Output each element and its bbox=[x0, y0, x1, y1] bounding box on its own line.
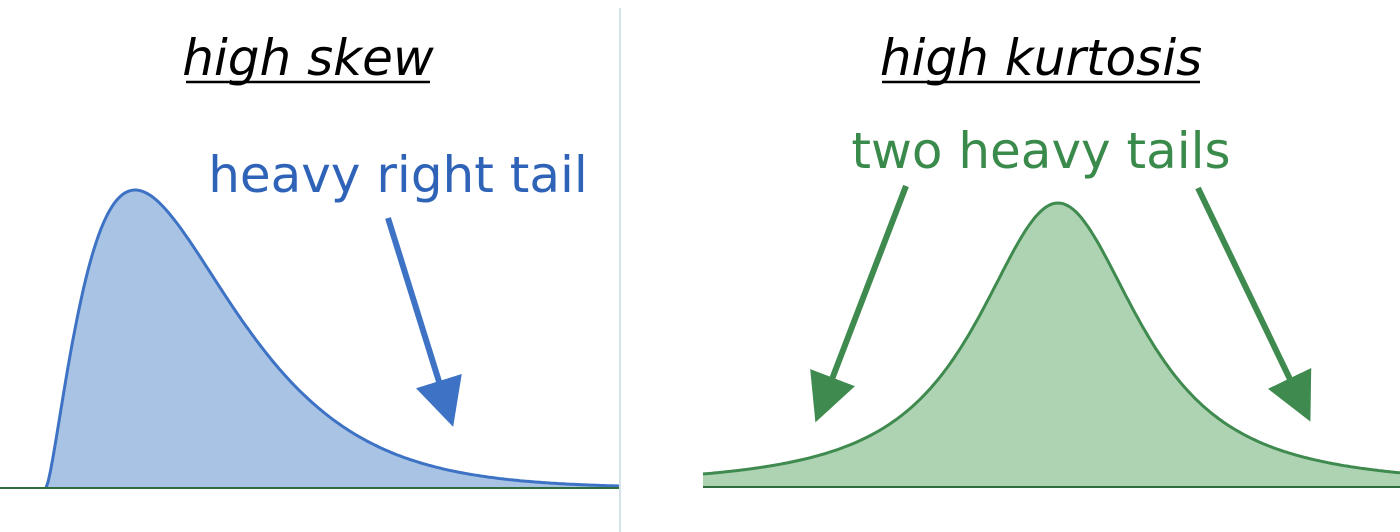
right-panel-title: high kurtosis bbox=[880, 29, 1202, 87]
kurtotic-distribution-fill bbox=[703, 203, 1400, 487]
left-panel-high-skew: high skew heavy right tail bbox=[0, 29, 620, 489]
kurtotic-distribution-curve bbox=[702, 201, 1400, 476]
right-tail-arrow bbox=[1195, 186, 1312, 422]
skewed-distribution-curve bbox=[44, 188, 620, 489]
two-heavy-tails-label: two heavy tails bbox=[851, 122, 1230, 180]
heavy-right-tail-label: heavy right tail bbox=[208, 146, 588, 204]
right-tail-arrow bbox=[385, 217, 462, 427]
skewed-distribution-fill bbox=[46, 190, 619, 488]
left-tail-arrow bbox=[810, 184, 909, 423]
right-panel-high-kurtosis: high kurtosis two heavy tails bbox=[702, 29, 1400, 488]
left-panel-title: high skew bbox=[182, 29, 434, 87]
